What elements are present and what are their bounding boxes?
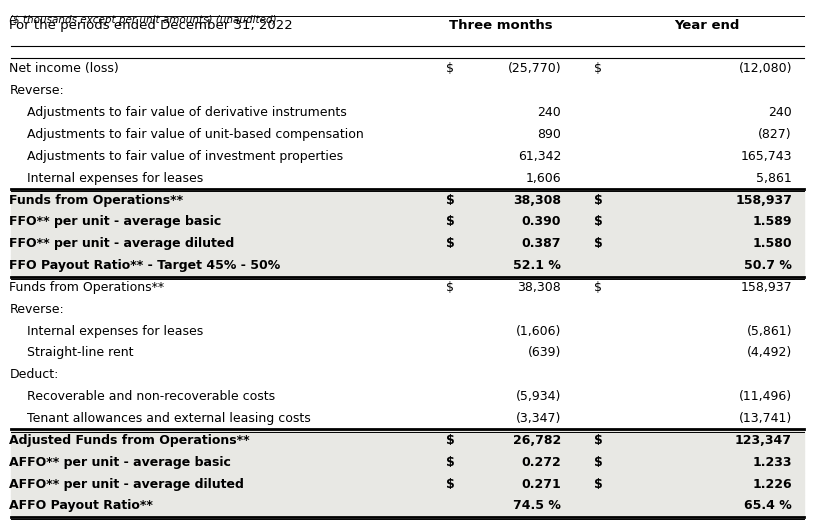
Text: Three months: Three months [449,19,553,32]
Text: $: $ [593,478,602,491]
Text: 50.7 %: 50.7 % [744,259,792,272]
Text: 1,606: 1,606 [526,172,562,185]
Bar [11,189,804,211]
Text: Adjustments to fair value of investment properties: Adjustments to fair value of investment … [27,150,343,163]
Text: Net income (loss): Net income (loss) [9,62,119,76]
Text: AFFO** per unit - average diluted: AFFO** per unit - average diluted [9,478,244,491]
Text: $: $ [447,281,454,294]
Text: $: $ [447,434,455,447]
Text: (827): (827) [759,128,792,141]
Bar [11,495,804,517]
Text: 26,782: 26,782 [513,434,562,447]
Text: 1.589: 1.589 [752,215,792,228]
Text: 123,347: 123,347 [735,434,792,447]
Text: Adjustments to fair value of unit-based compensation: Adjustments to fair value of unit-based … [27,128,363,141]
Text: FFO** per unit - average diluted: FFO** per unit - average diluted [9,237,235,250]
Text: Straight-line rent: Straight-line rent [27,346,134,360]
Text: (25,770): (25,770) [508,62,562,76]
Text: $: $ [447,194,455,206]
Bar [11,211,804,233]
Text: 1.226: 1.226 [752,478,792,491]
Text: 38,308: 38,308 [513,194,562,206]
Text: 240: 240 [769,106,792,119]
Text: 158,937: 158,937 [735,194,792,206]
Text: (13,741): (13,741) [738,412,792,425]
Text: Internal expenses for leases: Internal expenses for leases [27,325,203,338]
Text: (1,606): (1,606) [516,325,562,338]
Text: 65.4 %: 65.4 % [744,500,792,512]
Text: $: $ [593,62,601,76]
Text: 890: 890 [537,128,562,141]
Text: (12,080): (12,080) [738,62,792,76]
Text: 74.5 %: 74.5 % [513,500,562,512]
Text: Adjustments to fair value of derivative instruments: Adjustments to fair value of derivative … [27,106,347,119]
Text: 158,937: 158,937 [740,281,792,294]
Text: $: $ [447,215,455,228]
Bar [11,473,804,495]
Bar [11,255,804,277]
Text: Reverse:: Reverse: [9,303,64,316]
Text: (5,934): (5,934) [516,390,562,403]
Text: 0.387: 0.387 [522,237,562,250]
Text: Funds from Operations**: Funds from Operations** [9,281,165,294]
Text: $: $ [593,194,602,206]
Text: 240: 240 [538,106,562,119]
Text: 0.390: 0.390 [522,215,562,228]
Text: (5,861): (5,861) [747,325,792,338]
Text: Year end: Year end [674,19,740,32]
Text: Reverse:: Reverse: [9,85,64,97]
Text: $: $ [593,215,602,228]
Text: $: $ [593,281,601,294]
Text: FFO Payout Ratio** - Target 45% - 50%: FFO Payout Ratio** - Target 45% - 50% [9,259,280,272]
Text: 5,861: 5,861 [756,172,792,185]
Text: Deduct:: Deduct: [9,368,59,381]
Text: $: $ [447,237,455,250]
Text: 0.272: 0.272 [522,456,562,469]
Text: (11,496): (11,496) [739,390,792,403]
Text: Internal expenses for leases: Internal expenses for leases [27,172,203,185]
Text: $: $ [447,478,455,491]
Text: (639): (639) [528,346,562,360]
Text: Funds from Operations**: Funds from Operations** [9,194,183,206]
Text: 0.271: 0.271 [522,478,562,491]
Text: 1.233: 1.233 [752,456,792,469]
Text: 165,743: 165,743 [741,150,792,163]
Text: Adjusted Funds from Operations**: Adjusted Funds from Operations** [9,434,250,447]
Bar [11,451,804,473]
Text: FFO** per unit - average basic: FFO** per unit - average basic [9,215,222,228]
Text: AFFO Payout Ratio**: AFFO Payout Ratio** [9,500,153,512]
Text: (4,492): (4,492) [747,346,792,360]
Text: 61,342: 61,342 [518,150,562,163]
Bar [11,233,804,255]
Text: (3,347): (3,347) [516,412,562,425]
Text: 52.1 %: 52.1 % [513,259,562,272]
Text: $: $ [593,456,602,469]
Bar [11,429,804,451]
Text: 38,308: 38,308 [518,281,562,294]
Text: ($ thousands except per unit amounts) (unaudited): ($ thousands except per unit amounts) (u… [9,15,277,26]
Text: Tenant allowances and external leasing costs: Tenant allowances and external leasing c… [27,412,311,425]
Text: Recoverable and non-recoverable costs: Recoverable and non-recoverable costs [27,390,275,403]
Text: 1.580: 1.580 [752,237,792,250]
Text: $: $ [447,62,454,76]
Text: $: $ [447,456,455,469]
Text: AFFO** per unit - average basic: AFFO** per unit - average basic [9,456,231,469]
Text: $: $ [593,237,602,250]
Text: For the periods ended December 31, 2022: For the periods ended December 31, 2022 [9,19,293,32]
Text: $: $ [593,434,602,447]
